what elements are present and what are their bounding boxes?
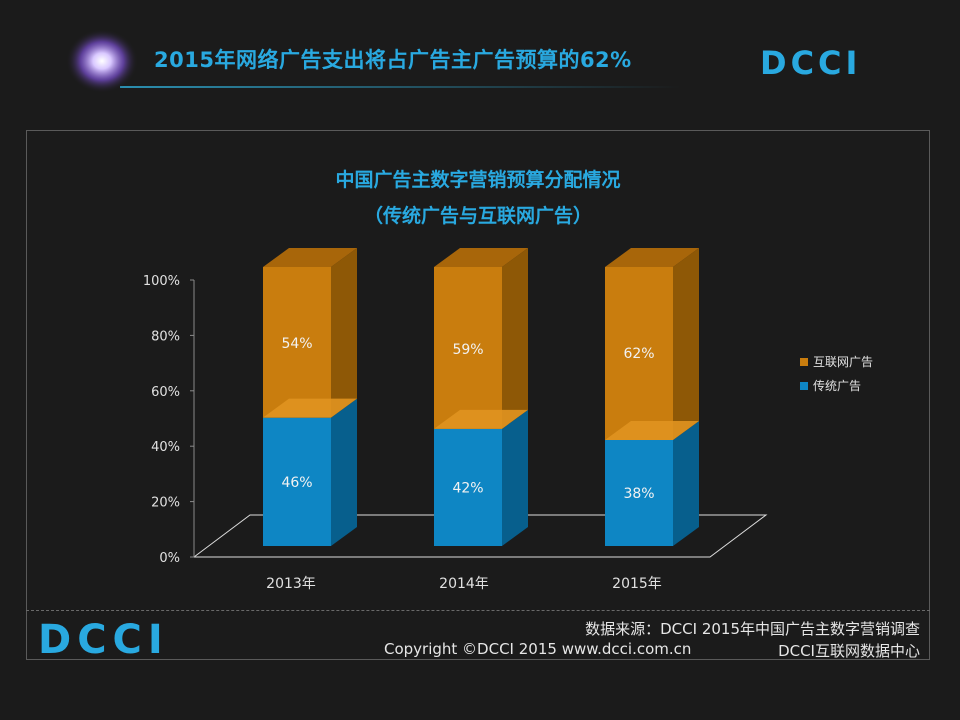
bar-side-internet [673, 248, 699, 440]
data-label-traditional: 38% [623, 486, 654, 502]
chart-panel [26, 130, 930, 660]
starburst-logo-icon [66, 29, 138, 93]
dcci-logo-top: DCCI [760, 48, 861, 82]
chart-subtitle: （传统广告与互联网广告） [364, 204, 592, 227]
y-tick-label: 60% [151, 385, 180, 400]
y-axis-ticks: 0% 20% 40% 60% 80% 100% [143, 274, 194, 566]
bar-segment-internet [434, 267, 502, 429]
bar-segment-internet [605, 267, 673, 440]
bar-side-traditional [673, 420, 699, 546]
legend-swatch-internet [800, 358, 808, 366]
bar-divider-face [263, 398, 357, 418]
footer-data-center: DCCI互联网数据中心 [778, 642, 920, 660]
x-tick-label: 2015年 [612, 576, 662, 592]
footer-copyright: Copyright ©DCCI 2015 www.dcci.com.cn [384, 640, 692, 658]
bar-divider-face [434, 409, 528, 429]
legend-swatch-traditional [800, 382, 808, 390]
header-divider-line [120, 86, 680, 88]
x-axis-labels: 2013年 2014年 2015年 [266, 576, 662, 592]
bar-segment-traditional [263, 417, 331, 546]
y-tick-label: 0% [159, 551, 180, 566]
bar-top-internet [605, 248, 699, 267]
bar-top-internet [263, 248, 357, 267]
chart-title: 中国广告主数字营销预算分配情况 [335, 168, 620, 191]
footer-source: 数据来源：DCCI 2015年中国广告主数字营销调查 [585, 620, 920, 638]
y-tick-label: 100% [143, 274, 180, 289]
x-tick-label: 2014年 [439, 576, 489, 592]
y-tick-label: 80% [151, 329, 180, 344]
bar-side-internet [331, 248, 357, 418]
chart-floor [192, 514, 768, 558]
page-title: 2015年网络广告支出将占广告主广告预算的62% [154, 48, 632, 72]
footer-divider [26, 610, 930, 611]
bar-group: 46% 54% 42% 59% 38% 62% [263, 248, 699, 546]
bar-top-internet [434, 248, 528, 267]
bar-segment-traditional [605, 439, 673, 546]
bar-side-internet [502, 248, 528, 429]
bar-divider-face [605, 420, 699, 440]
bar-side-traditional [502, 409, 528, 546]
legend-label-internet: 互联网广告 [813, 355, 873, 369]
data-label-traditional: 46% [281, 475, 312, 491]
bar-segment-internet [263, 267, 331, 418]
legend: 互联网广告 传统广告 [800, 355, 873, 393]
data-label-internet: 54% [281, 336, 312, 352]
data-label-internet: 59% [452, 342, 483, 358]
data-label-internet: 62% [623, 346, 654, 362]
footer-logo-text: DCCI [38, 618, 169, 662]
dcci-logo-footer: DCCI [38, 618, 169, 662]
bar-side-traditional [331, 398, 357, 546]
y-tick-label: 20% [151, 496, 180, 511]
x-tick-label: 2013年 [266, 576, 316, 592]
logo-text: DCCI [760, 48, 861, 82]
data-label-traditional: 42% [452, 480, 483, 496]
legend-label-traditional: 传统广告 [813, 378, 861, 393]
bar-segment-traditional [434, 428, 502, 546]
y-tick-label: 40% [151, 440, 180, 455]
